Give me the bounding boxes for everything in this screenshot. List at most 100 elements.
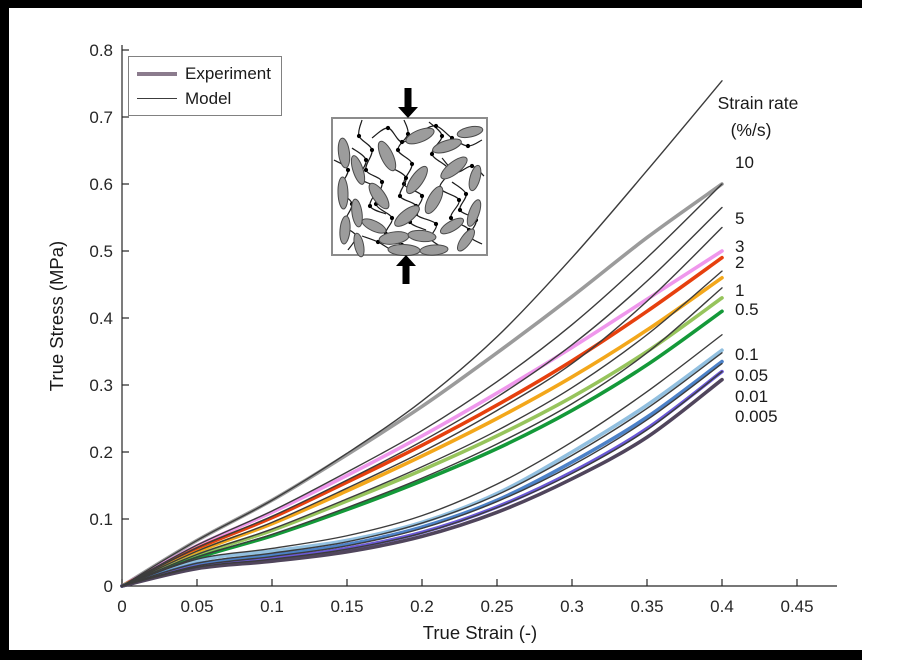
- y-tick-label: 0.7: [89, 108, 113, 127]
- series-experiment-0.5: [120, 309, 724, 588]
- rate-label-0.005: 0.005: [735, 407, 778, 427]
- filler-particle: [419, 244, 449, 256]
- crosslink-dot: [448, 215, 454, 221]
- crosslink-dot: [369, 147, 375, 153]
- compression-arrow-down: [398, 88, 418, 118]
- window-frame-left: [0, 0, 9, 660]
- filler-particle: [377, 140, 397, 172]
- x-tick-label: 0.25: [480, 597, 513, 616]
- rate-label-0.1: 0.1: [735, 344, 759, 364]
- series-model-5: [121, 183, 723, 587]
- series-experiment-0.05: [120, 359, 724, 588]
- filler-particle: [368, 182, 390, 210]
- filler-particle: [337, 176, 349, 210]
- filler-particle: [337, 137, 351, 169]
- y-tick-label: 0.1: [89, 510, 113, 529]
- y-tick-label: 0.4: [89, 309, 113, 328]
- crosslink-dot: [469, 163, 475, 169]
- filler-particle: [339, 215, 351, 245]
- filler-particle: [351, 198, 363, 228]
- x-axis-label: True Strain (-): [422, 622, 538, 643]
- filler-particle: [439, 217, 465, 235]
- series-model-10: [121, 80, 723, 587]
- x-tick-label: 0: [117, 597, 126, 616]
- series-experiment-0.005: [120, 377, 724, 588]
- window-frame-top: [0, 0, 862, 8]
- x-tick-label: 0.15: [330, 597, 363, 616]
- strain-rate-header: Strain rate: [717, 93, 799, 113]
- x-tick-label: 0.1: [260, 597, 284, 616]
- series-experiment-5: [120, 249, 724, 588]
- strain-rate-unit: (%/s): [730, 120, 772, 140]
- y-tick-label: 0.5: [89, 242, 113, 261]
- y-tick-label: 0.6: [89, 175, 113, 194]
- crosslink-dot: [465, 143, 471, 149]
- x-tick-label: 0.45: [780, 597, 813, 616]
- legend-label: Model: [185, 88, 232, 108]
- crosslink-dot: [399, 139, 405, 145]
- microstructure-inset: [331, 117, 488, 258]
- series-model-0.5: [121, 287, 723, 587]
- crosslink-dot: [439, 133, 445, 139]
- x-tick-label: 0.4: [710, 597, 734, 616]
- crosslink-dot: [363, 157, 369, 163]
- filler-particle: [432, 138, 462, 154]
- series-model-0.005: [121, 370, 723, 587]
- legend-entry-experiment: Experiment: [137, 61, 271, 86]
- crosslink-dot: [419, 193, 425, 199]
- filler-particle: [353, 232, 365, 258]
- legend-entry-model: Model: [137, 86, 271, 111]
- x-tick-label: 0.05: [180, 597, 213, 616]
- x-tick-label: 0.35: [630, 597, 663, 616]
- rate-label-2: 2: [735, 253, 745, 273]
- filler-particle: [394, 205, 420, 227]
- chart-legend: Experiment Model: [128, 56, 282, 116]
- filler-particle: [424, 185, 444, 215]
- window-frame-bottom: [0, 650, 862, 660]
- rate-label-0.05: 0.05: [735, 366, 769, 386]
- rate-label-0.5: 0.5: [735, 299, 759, 319]
- crosslink-dot: [397, 193, 403, 199]
- series-model-0.01: [121, 362, 723, 587]
- crosslink-dot: [379, 179, 385, 185]
- rate-label-5: 5: [735, 208, 745, 228]
- y-tick-label: 0.8: [89, 41, 113, 60]
- rate-label-1: 1: [735, 281, 745, 301]
- crosslink-dot: [356, 133, 362, 139]
- y-tick-label: 0.3: [89, 376, 113, 395]
- crosslink-dot: [395, 147, 401, 153]
- series-model-1: [121, 270, 723, 587]
- x-tick-label: 0.2: [410, 597, 434, 616]
- filler-particle: [361, 218, 387, 234]
- series-model-3: [121, 206, 723, 587]
- rate-label-0.01: 0.01: [735, 387, 769, 407]
- rate-label-3: 3: [735, 236, 745, 256]
- filler-particle: [456, 228, 476, 252]
- crosslink-dot: [457, 207, 463, 213]
- series-model-2: [121, 226, 723, 587]
- crosslink-dot: [403, 175, 409, 181]
- filler-particle: [407, 229, 437, 243]
- legend-label: Experiment: [185, 63, 271, 83]
- axes: 0 0.05 0.1 0.15 0.2 0.25 0.3 0.35 0.4 0.4500.10.2…: [89, 41, 837, 616]
- rate-label-10: 10: [735, 153, 754, 173]
- crosslink-dot: [433, 123, 439, 129]
- y-tick-label: 0.2: [89, 443, 113, 462]
- crosslink-dot: [345, 167, 351, 173]
- filler-particle: [466, 199, 482, 227]
- filler-particle: [456, 125, 484, 139]
- filler-particle: [405, 127, 435, 145]
- crosslink-dot: [409, 161, 415, 167]
- filler-particle: [350, 155, 366, 185]
- legend-line-sample: [137, 97, 177, 100]
- filler-particle: [406, 165, 428, 195]
- crosslink-dot: [389, 215, 395, 221]
- crosslink-dot: [385, 125, 391, 131]
- series-experiment-1: [120, 296, 724, 588]
- crosslink-dot: [429, 151, 435, 157]
- crosslink-dot: [463, 191, 469, 197]
- compression-arrow-up: [396, 255, 416, 284]
- filler-particle: [440, 156, 468, 180]
